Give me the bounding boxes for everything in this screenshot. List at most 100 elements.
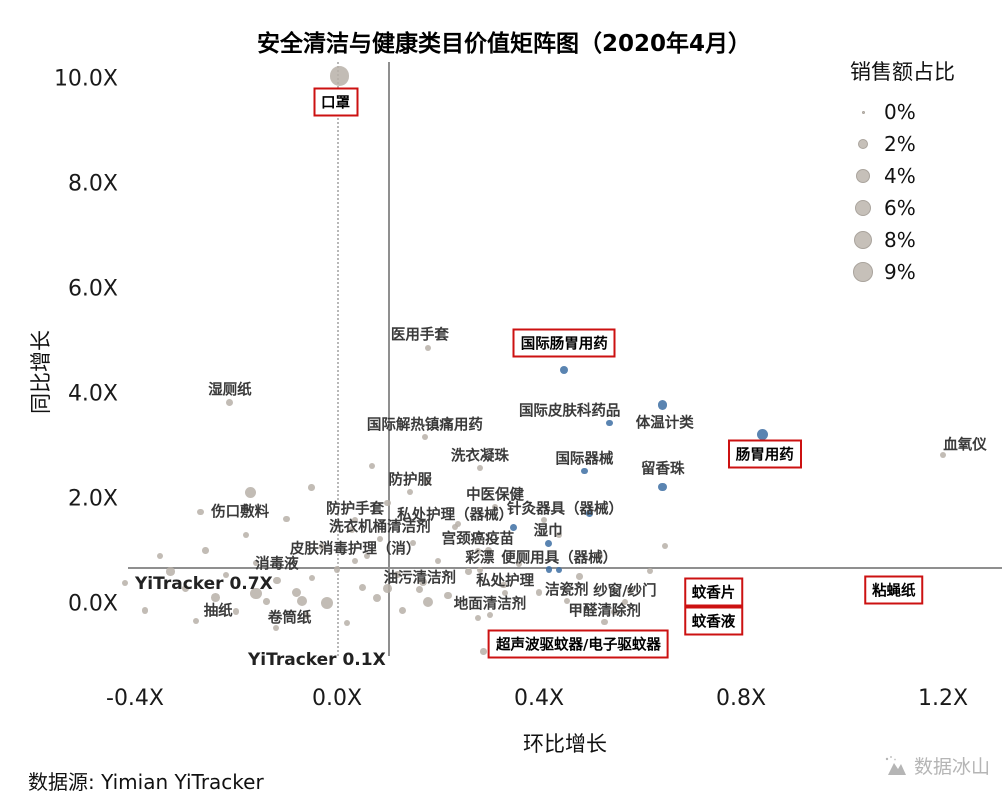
category-label: 留香珠 [640,461,685,478]
background-point [455,521,462,528]
x-tick-label: 0.4X [513,686,565,711]
data-point [757,429,769,441]
data-point [476,566,484,574]
legend-size-circle [857,138,869,150]
data-point [273,576,281,585]
category-label: 体温计类 [635,415,694,432]
legend-item-label: 4% [884,164,916,188]
legend-size-circle [861,110,865,114]
background-point [273,624,280,631]
category-label: 针灸器具（器械） [507,501,624,518]
data-point [555,566,563,574]
background-point [515,561,522,568]
watermark: 数据冰山 [884,752,990,779]
legend-items: 0% 2% 4% 6% 8% 9% [850,96,955,288]
background-point [384,500,391,507]
category-label: 洁瓷剂 [545,582,589,599]
category-label: 宫颈癌疫苗 [441,531,515,548]
data-point [560,365,569,374]
y-tick-label: 2.0X [67,486,118,512]
background-point [308,484,315,491]
background-point [308,574,315,581]
background-point [535,588,543,596]
background-point [182,584,189,592]
background-point [222,572,229,579]
data-point [351,557,359,565]
category-label: 湿巾 [533,523,563,540]
data-point [416,586,424,594]
y-tick-label: 6.0X [67,276,118,302]
category-label: 医用手套 [390,327,449,344]
background-point [586,510,593,517]
background-point [252,559,260,567]
data-point [376,535,384,543]
category-label: 地面清洁剂 [453,596,527,613]
background-point [303,612,310,619]
data-point [329,66,350,87]
data-point [351,516,359,524]
highlighted-category-label: 超声波驱蚊器/电子驱蚊器 [488,629,669,659]
legend-item-label: 6% [884,196,916,220]
background-point [422,596,433,607]
background-point [434,557,442,565]
highlighted-category-label: 蚊香片 [683,577,744,607]
category-label: 血氧仪 [943,437,987,454]
legend-item-label: 9% [884,260,916,284]
category-label: 防护手套 [326,501,385,518]
y-tick-label: 0.0X [67,591,118,617]
legend-item: 0% [850,96,955,128]
data-point [474,547,482,555]
background-point [263,598,270,605]
background-point [344,619,351,626]
background-point [121,579,128,587]
category-label: 防护服 [388,472,432,489]
background-point [373,593,382,602]
chart-title: 安全清洁与健康类目价值矩阵图（2020年4月） [256,31,752,57]
data-source-text: 数据源: Yimian YiTracker [28,770,264,794]
background-point [333,566,341,573]
category-label: 私处护理 [476,573,535,590]
legend-item: 8% [850,224,955,256]
x-tick-label: 0.8X [715,686,767,711]
legend-item: 4% [850,160,955,192]
category-label: 国际解热镇痛用药 [366,417,483,434]
category-label: 洗衣机桶清洁剂 [329,519,431,536]
background-point [545,566,553,573]
highlighted-category-label: 肠胃用药 [727,439,802,469]
zero-growth-reference-line [337,62,339,656]
data-point [476,464,484,472]
category-label: 伤口敷料 [211,504,270,521]
legend-size-circle-wrap [850,199,876,217]
data-point [491,503,499,511]
legend-item-label: 2% [884,132,916,156]
background-point [318,542,326,550]
category-label: 甲醛清除剂 [568,603,641,620]
legend-item-label: 0% [884,100,916,124]
data-point [250,587,263,600]
background-point [211,593,221,603]
background-point [157,552,164,559]
background-point [418,577,427,587]
background-point [364,552,371,559]
background-point [444,591,452,600]
category-label: 中医保健 [466,487,525,504]
data-point [406,488,414,496]
data-point [658,400,668,410]
category-label: 国际器械 [555,451,614,468]
data-point [424,344,432,352]
category-label: 湿厕纸 [208,382,252,399]
legend-size-circle [854,199,872,217]
data-point [601,618,608,626]
legend-size-circle-wrap [850,230,876,250]
background-point [626,587,634,594]
data-point [540,516,548,524]
background-point [197,508,204,516]
legend-item-label: 8% [884,228,916,252]
yitracker-yoy-reference-line [128,567,1002,570]
y-tick-label: 4.0X [67,381,118,407]
data-point [606,419,613,427]
x-tick-label: 0.0X [311,686,363,711]
size-legend: 销售额占比 0% 2% 4% 6% 8% 9% [850,56,955,288]
background-point [141,607,149,614]
background-point [611,608,618,616]
